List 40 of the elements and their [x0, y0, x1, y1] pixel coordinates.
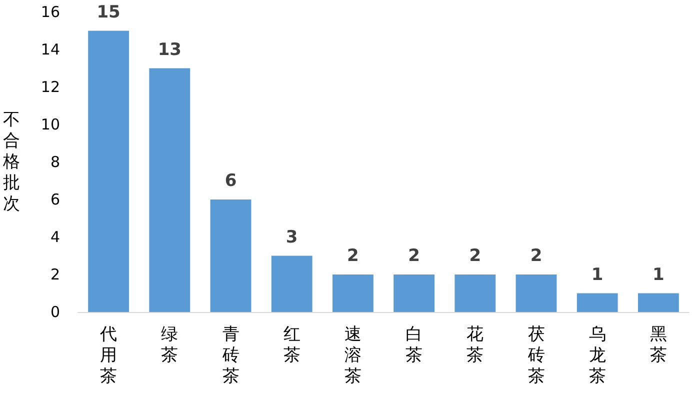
bar	[271, 256, 312, 312]
bar	[332, 274, 374, 312]
bar	[638, 293, 679, 312]
data-label: 2	[347, 246, 359, 266]
x-tick-label: 白茶	[406, 324, 423, 366]
y-tick-label: 2	[50, 266, 60, 284]
data-label: 6	[224, 171, 237, 191]
y-axis-title: 不合格批次	[2, 110, 20, 214]
bar	[149, 68, 190, 312]
y-tick-label: 12	[40, 78, 60, 96]
x-tick-label: 乌龙茶	[588, 324, 606, 386]
y-tick-label: 10	[40, 116, 60, 134]
y-tick-label: 16	[40, 3, 60, 21]
x-tick-label: 绿茶	[161, 324, 178, 366]
bar	[516, 274, 557, 312]
data-label: 2	[530, 246, 542, 266]
x-tick-label: 黑茶	[650, 324, 667, 366]
bar	[454, 274, 496, 312]
data-label: 1	[591, 264, 604, 285]
x-tick-label: 花茶	[466, 324, 484, 366]
bar	[88, 30, 130, 312]
x-tick-label: 茯砖茶	[526, 324, 545, 386]
x-tick-label: 速溶茶	[344, 324, 362, 386]
data-label: 1	[652, 264, 664, 285]
y-tick-label: 8	[50, 153, 60, 171]
bar	[576, 293, 618, 312]
y-tick-label: 6	[50, 190, 60, 208]
data-label: 2	[469, 246, 482, 266]
data-label: 13	[158, 40, 182, 60]
y-tick-label: 14	[40, 40, 60, 58]
x-tick-label: 红茶	[283, 324, 300, 366]
x-tick-label: 青砖茶	[221, 324, 240, 386]
y-tick-label: 4	[50, 228, 60, 246]
data-label: 15	[96, 2, 120, 22]
x-tick-label: 代用茶	[99, 324, 118, 386]
data-label: 2	[408, 246, 420, 266]
data-label: 3	[286, 227, 298, 248]
bar	[394, 274, 435, 312]
bar	[210, 200, 252, 312]
y-tick-label: 0	[50, 303, 60, 321]
